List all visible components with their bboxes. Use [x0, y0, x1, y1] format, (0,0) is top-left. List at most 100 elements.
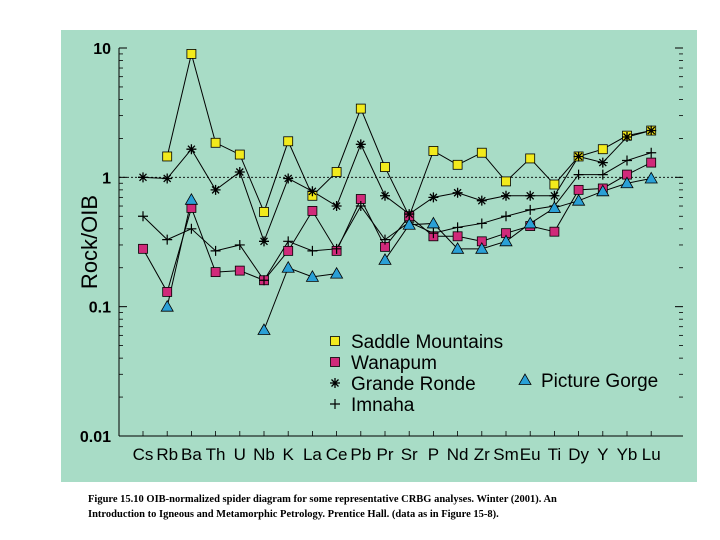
data-point-saddle-mountains: [186, 49, 197, 59]
data-point-grande-ronde: [525, 190, 536, 201]
data-point-grande-ronde: [452, 187, 463, 198]
y-tick-label: 10: [93, 41, 111, 58]
x-tick-label: U: [234, 445, 246, 464]
y-tick-label: 0.1: [89, 300, 111, 317]
data-point-grande-ronde: [162, 173, 173, 184]
data-point-grande-ronde: [597, 157, 608, 168]
data-point-saddle-mountains: [234, 149, 245, 160]
data-point-picture-gorge: [450, 242, 465, 254]
x-tick-label: K: [283, 445, 295, 464]
data-point-grande-ronde: [573, 151, 584, 162]
data-point-picture-gorge: [475, 242, 489, 254]
data-point-picture-gorge: [281, 260, 295, 273]
data-point-grande-ronde: [646, 125, 657, 136]
data-point-imnaha: [646, 147, 657, 158]
data-point-wanapum: [283, 245, 294, 256]
series-line-grande-ronde: [142, 130, 652, 243]
figure-caption: Figure 15.10 OIB-normalized spider diagr…: [88, 492, 688, 522]
data-point-grande-ronde: [210, 184, 221, 195]
legend-label-wanapum: Wanapum: [351, 353, 437, 374]
x-tick-label: Rb: [156, 445, 178, 464]
data-point-imnaha: [138, 211, 148, 222]
data-point-grande-ronde: [331, 201, 342, 212]
data-point-saddle-mountains: [549, 179, 560, 190]
data-point-imnaha: [452, 222, 463, 233]
data-point-grande-ronde: [259, 236, 269, 247]
legend-label-saddle-mountains: Saddle Mountains: [351, 332, 503, 353]
x-tick-label: Eu: [520, 445, 541, 464]
data-point-imnaha: [501, 211, 511, 222]
x-tick-label: Nb: [253, 445, 275, 464]
data-point-imnaha: [186, 223, 197, 234]
data-point-wanapum: [162, 287, 173, 297]
data-point-imnaha: [525, 204, 536, 215]
data-point-imnaha: [622, 155, 632, 166]
legend-marker-saddle-mountains: [330, 336, 340, 346]
data-point-saddle-mountains: [452, 159, 463, 170]
chart-canvas: 10 1 0.1 0.01 Rock/OIB Cs Rb Ba Th U Nb K La Ce Pb Pr Sr…: [61, 30, 697, 482]
data-point-grande-ronde: [622, 132, 632, 143]
data-point-grande-ronde: [283, 173, 294, 184]
x-tick-label: Nd: [447, 445, 469, 464]
data-point-picture-gorge: [547, 201, 562, 213]
data-point-wanapum: [186, 203, 197, 213]
data-point-saddle-mountains: [162, 151, 173, 162]
data-point-imnaha: [428, 228, 439, 239]
data-point-picture-gorge: [571, 193, 586, 206]
data-point-picture-gorge: [402, 217, 416, 230]
series-line-picture-gorge: [263, 267, 337, 331]
data-point-saddle-mountains: [283, 136, 294, 147]
series-line-wanapum: [142, 162, 652, 294]
data-point-wanapum: [210, 267, 221, 278]
x-tick-label: Y: [597, 445, 608, 464]
x-tick-label: Ti: [548, 445, 562, 464]
legend-label-picture-gorge: Picture Gorge: [541, 371, 658, 392]
data-point-picture-gorge: [257, 323, 271, 335]
data-point-wanapum: [573, 184, 584, 195]
data-point-saddle-mountains: [501, 176, 511, 187]
data-point-saddle-mountains: [355, 103, 366, 114]
data-point-grande-ronde: [186, 144, 197, 155]
legend-marker-imnaha: [330, 399, 340, 409]
data-point-picture-gorge: [523, 216, 537, 229]
data-point-grande-ronde: [476, 195, 487, 206]
data-point-imnaha: [234, 239, 245, 250]
data-point-wanapum: [549, 226, 560, 237]
x-tick-label: Sr: [401, 445, 418, 464]
spider-diagram: 10 1 0.1 0.01 Rock/OIB Cs Rb Ba Th U Nb K La Ce Pb Pr Sr…: [61, 30, 697, 482]
series-line-imnaha: [142, 152, 652, 282]
data-point-grande-ronde: [355, 139, 366, 150]
data-point-imnaha: [210, 245, 221, 256]
data-point-picture-gorge: [644, 171, 658, 184]
x-tick-label: Zr: [474, 445, 490, 464]
caption-line-1: Figure 15.10 OIB-normalized spider diagr…: [88, 494, 557, 505]
data-point-picture-gorge: [329, 266, 344, 279]
data-point-imnaha: [331, 243, 342, 254]
plot-background: [61, 30, 697, 482]
x-tick-label: Ce: [326, 445, 348, 464]
data-point-saddle-mountains: [476, 147, 487, 158]
data-point-picture-gorge: [378, 253, 392, 265]
data-point-saddle-mountains: [331, 167, 342, 177]
legend-marker-grande-ronde: [330, 378, 340, 388]
data-point-saddle-mountains: [380, 162, 390, 172]
data-point-grande-ronde: [549, 190, 560, 201]
data-point-imnaha: [476, 218, 487, 229]
x-tick-label: P: [428, 445, 439, 464]
data-point-imnaha: [573, 169, 584, 180]
data-point-wanapum: [138, 243, 148, 254]
y-tick-label: 1: [102, 170, 111, 187]
data-point-saddle-mountains: [597, 144, 608, 155]
data-point-picture-gorge: [596, 184, 610, 197]
data-point-wanapum: [452, 231, 463, 242]
data-point-saddle-mountains: [259, 207, 269, 217]
x-tick-label: Lu: [642, 445, 661, 464]
data-point-saddle-mountains: [428, 146, 439, 156]
legend-marker-picture-gorge: [518, 373, 532, 385]
x-tick-label: La: [303, 445, 322, 464]
legend-label-imnaha: Imnaha: [351, 395, 415, 416]
data-point-imnaha: [380, 234, 390, 245]
legend-marker-wanapum: [330, 357, 340, 367]
x-tick-label: Cs: [133, 445, 154, 464]
data-point-grande-ronde: [404, 209, 415, 220]
